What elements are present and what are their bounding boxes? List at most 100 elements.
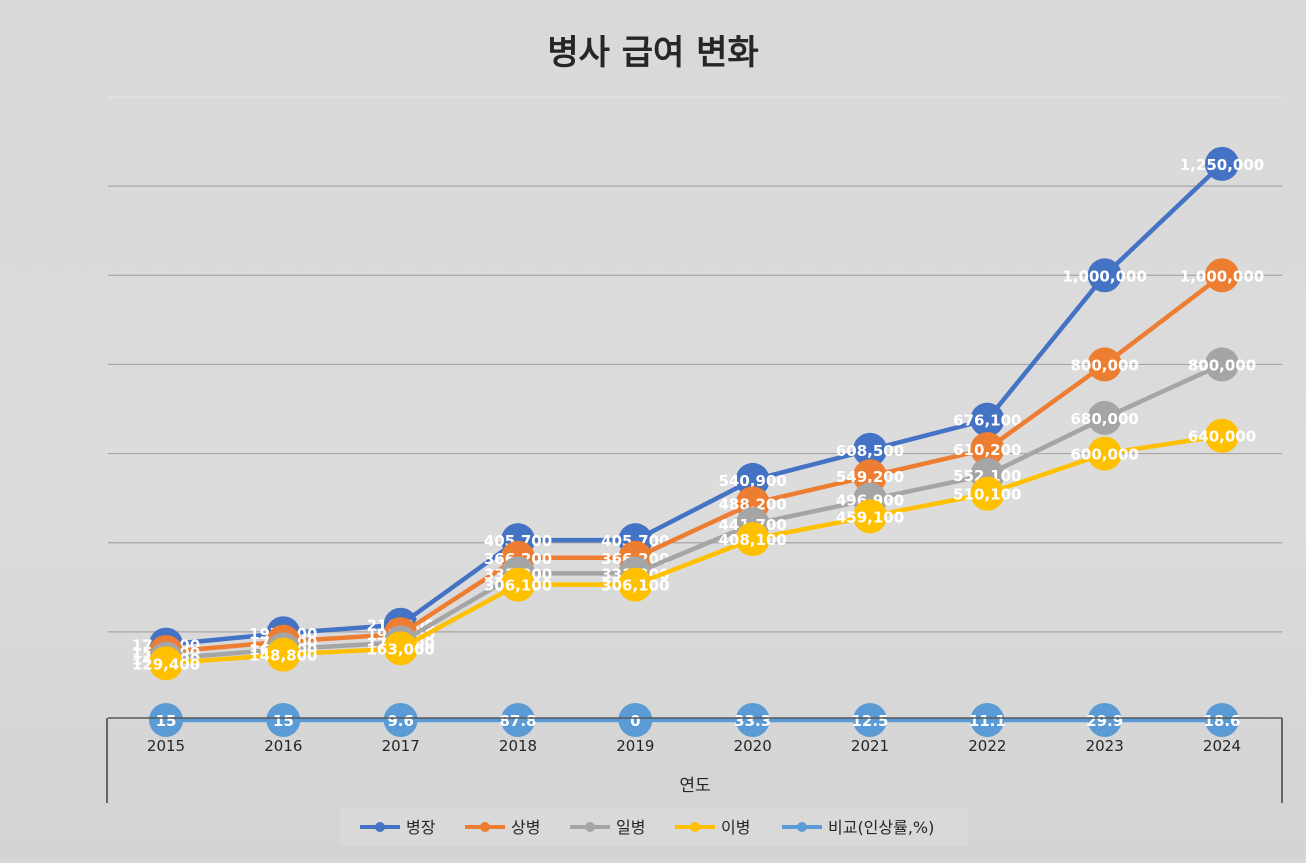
data-point[interactable]	[970, 432, 1005, 467]
data-point[interactable]	[383, 631, 418, 666]
data-point[interactable]	[1087, 400, 1122, 435]
legend-item[interactable]: 병장	[360, 818, 436, 837]
data-point[interactable]	[501, 567, 535, 602]
data-label: 540,900	[719, 472, 787, 490]
data-point[interactable]	[853, 499, 887, 534]
x-axis: 2015 2016 2017 2018 2019 2020 2021 2022 2023 2024	[106, 717, 1283, 803]
data-label: 610,200	[953, 441, 1021, 459]
data-label: 1,000,000	[1180, 267, 1264, 285]
data-point[interactable]	[853, 459, 887, 494]
series-5: 15 15 9.6 87.8 0 33.3 12.5 11.1 29.9 18.6	[149, 703, 1241, 737]
chart-title: 병사 급여 변화	[547, 33, 758, 73]
data-point[interactable]	[1087, 347, 1122, 382]
x-tick-label: 2018	[499, 737, 537, 755]
data-label: 11.1	[969, 712, 1006, 730]
series-line	[165, 362, 1223, 661]
x-axis-title: 연도	[679, 776, 710, 796]
data-point[interactable]	[1087, 703, 1122, 737]
data-point[interactable]	[149, 703, 183, 737]
data-label: 1,000,000	[1062, 267, 1146, 285]
x-tick-label: 2016	[264, 737, 302, 755]
x-tick-label: 2023	[1086, 737, 1124, 755]
legend-swatch-marker	[480, 822, 490, 832]
legend-item[interactable]: 상병	[465, 818, 540, 837]
data-label: 163,000	[367, 640, 435, 658]
data-point[interactable]	[1087, 258, 1122, 293]
data-point[interactable]	[853, 703, 887, 737]
data-point[interactable]	[618, 703, 653, 737]
data-point[interactable]	[1205, 258, 1239, 293]
data-point[interactable]	[383, 703, 418, 737]
legend-label: 비교(인상률,%)	[828, 818, 934, 837]
data-point[interactable]	[970, 476, 1005, 511]
data-label: 0	[630, 712, 640, 730]
data-label: 800,000	[1188, 356, 1256, 374]
legend-item[interactable]: 이병	[675, 818, 750, 837]
x-tick-label: 2021	[851, 737, 889, 755]
data-label: 29.9	[1086, 712, 1123, 730]
data-point[interactable]	[501, 703, 535, 737]
data-point[interactable]	[1205, 418, 1239, 453]
x-tick-label: 2015	[147, 737, 185, 755]
data-point[interactable]	[1205, 347, 1239, 382]
series-line	[165, 433, 1223, 666]
data-point[interactable]	[970, 402, 1005, 437]
legend-swatch-marker	[797, 822, 807, 832]
data-point[interactable]	[266, 637, 301, 672]
legend-label: 상병	[511, 818, 540, 837]
data-label: 676,100	[953, 412, 1021, 430]
gridlines	[108, 96, 1282, 633]
data-label: 9.6	[387, 712, 414, 730]
data-point[interactable]	[1205, 703, 1239, 737]
data-point[interactable]	[618, 567, 653, 602]
legend-item[interactable]: 비교(인상률,%)	[782, 818, 934, 837]
legend-swatch-marker	[375, 822, 385, 832]
data-label: 15	[156, 712, 177, 730]
data-label: 12.5	[851, 712, 888, 730]
data-point[interactable]	[149, 646, 183, 681]
x-tick-label: 2022	[968, 737, 1006, 755]
data-label: 306,100	[484, 577, 552, 595]
data-label: 1,250,000	[1180, 156, 1264, 174]
data-point[interactable]	[735, 462, 770, 497]
legend-label: 일병	[616, 818, 645, 837]
data-point[interactable]	[266, 703, 301, 737]
legend[interactable]: 병장 상병 일병 이병 비교(인상률,%)	[340, 808, 968, 846]
data-point[interactable]	[1205, 146, 1239, 181]
data-point[interactable]	[735, 703, 770, 737]
legend-label: 이병	[721, 818, 750, 837]
series-4: 129,400 148,800 163,000 306,100 306,100 408,1…	[132, 418, 1256, 681]
x-tick-label: 2024	[1203, 737, 1241, 755]
x-tick-label: 2019	[616, 737, 654, 755]
data-label: 459,100	[836, 508, 904, 526]
x-tick-label: 2020	[734, 737, 772, 755]
data-label: 640,000	[1188, 428, 1256, 446]
x-tick-label: 2017	[382, 737, 420, 755]
data-label: 148,800	[249, 647, 317, 665]
data-label: 18.6	[1203, 712, 1240, 730]
data-label: 33.3	[734, 712, 771, 730]
data-label: 608,500	[836, 442, 904, 460]
data-label: 408,100	[719, 531, 787, 549]
data-label: 488,200	[719, 495, 787, 513]
legend-item[interactable]: 일병	[570, 818, 645, 837]
data-label: 129,400	[132, 655, 200, 673]
series-line	[165, 162, 1224, 647]
data-label: 510,100	[953, 486, 1021, 504]
data-point[interactable]	[735, 522, 770, 557]
series-line	[165, 273, 1224, 655]
legend-label: 병장	[406, 818, 436, 837]
data-label: 87.8	[499, 712, 536, 730]
data-label: 600,000	[1071, 446, 1139, 464]
data-point[interactable]	[970, 703, 1005, 737]
data-label: 680,000	[1071, 410, 1139, 428]
data-label: 306,100	[601, 577, 669, 595]
data-label: 549,200	[836, 468, 904, 486]
legend-box	[340, 808, 968, 846]
series-layer: 171,400197,000216,000405,700405,700540,9…	[132, 146, 1264, 737]
legend-swatch-marker	[585, 822, 595, 832]
data-point[interactable]	[1087, 436, 1122, 471]
data-point[interactable]	[853, 432, 887, 467]
